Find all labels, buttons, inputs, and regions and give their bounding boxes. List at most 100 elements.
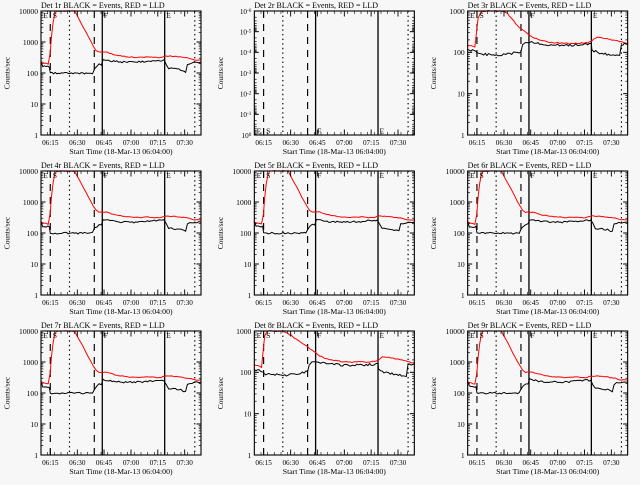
svg-text:06:30: 06:30 [282,459,299,467]
svg-text:07:30: 07:30 [390,299,407,307]
svg-text:E: E [380,127,385,136]
svg-text:10: 10 [244,409,252,418]
svg-text:07:15: 07:15 [150,299,167,307]
svg-text:07:30: 07:30 [176,299,193,307]
svg-text:06:30: 06:30 [282,139,299,147]
svg-text:07:15: 07:15 [150,459,167,467]
svg-text:10: 10 [457,260,465,269]
svg-text:10000: 10000 [19,327,38,336]
svg-text:06:45: 06:45 [523,459,540,467]
svg-text:F: F [317,331,321,340]
svg-text:07:15: 07:15 [576,459,593,467]
svg-text:06:45: 06:45 [523,139,540,147]
svg-text:S: S [479,11,483,20]
svg-text:Counts/sec: Counts/sec [429,56,438,89]
svg-text:06:15: 06:15 [469,459,486,467]
svg-text:F: F [530,331,534,340]
svg-text:1000: 1000 [449,198,464,207]
svg-text:06:45: 06:45 [96,299,113,307]
svg-text:1: 1 [461,451,465,460]
svg-text:S: S [53,11,57,20]
svg-text:06:15: 06:15 [255,139,272,147]
svg-text:E: E [593,331,598,340]
svg-text:F: F [104,171,108,180]
svg-text:100: 100 [453,48,465,57]
svg-text:06:30: 06:30 [496,139,513,147]
svg-text:S: S [266,171,270,180]
svg-text:E: E [470,331,475,340]
svg-text:06:30: 06:30 [69,139,86,147]
svg-text:S: S [266,331,270,340]
svg-text:Counts/sec: Counts/sec [216,56,225,89]
svg-text:S: S [53,171,57,180]
svg-text:E: E [166,11,171,20]
svg-text:06:45: 06:45 [523,299,540,307]
svg-text:100: 100 [240,368,252,377]
svg-text:E: E [166,331,171,340]
svg-text:F: F [317,171,321,180]
svg-text:06:15: 06:15 [42,459,59,467]
svg-text:10: 10 [244,260,252,269]
svg-text:10000: 10000 [232,167,251,176]
svg-text:1: 1 [34,291,38,300]
svg-text:1: 1 [34,451,38,460]
svg-text:07:15: 07:15 [363,139,380,147]
svg-text:F: F [104,11,108,20]
svg-text:Det 9r BLACK = Events, RED = L: Det 9r BLACK = Events, RED = LLD [468,321,592,330]
svg-text:1000: 1000 [236,198,251,207]
svg-text:E: E [593,171,598,180]
svg-text:07:15: 07:15 [576,299,593,307]
svg-text:07:30: 07:30 [603,299,620,307]
svg-text:06:45: 06:45 [309,299,326,307]
svg-text:07:15: 07:15 [150,139,167,147]
svg-text:Det 8r BLACK = Events, RED = L: Det 8r BLACK = Events, RED = LLD [254,321,378,330]
svg-text:06:15: 06:15 [255,299,272,307]
svg-text:F: F [104,331,108,340]
svg-text:Det 6r BLACK = Events, RED = L: Det 6r BLACK = Events, RED = LLD [468,161,592,170]
svg-text:1: 1 [248,451,252,460]
svg-text:F: F [317,127,321,136]
svg-text:S: S [266,127,270,136]
svg-text:F: F [530,171,534,180]
svg-text:07:00: 07:00 [123,299,140,307]
svg-text:06:45: 06:45 [309,459,326,467]
svg-text:E: E [470,171,475,180]
svg-text:07:00: 07:00 [549,139,566,147]
svg-text:1000: 1000 [449,7,464,16]
svg-text:100: 100 [240,229,252,238]
svg-text:1: 1 [248,291,252,300]
svg-text:1: 1 [461,131,465,140]
svg-text:Start Time (18-Mar-13 06:04:00: Start Time (18-Mar-13 06:04:00) [496,307,600,316]
svg-text:1000: 1000 [23,358,38,367]
svg-text:F: F [530,11,534,20]
svg-text:100: 100 [27,69,39,78]
svg-text:06:45: 06:45 [96,139,113,147]
svg-text:Det 3r BLACK = Events, RED = L: Det 3r BLACK = Events, RED = LLD [468,1,592,10]
svg-text:Start Time (18-Mar-13 06:04:00: Start Time (18-Mar-13 06:04:00) [283,307,387,316]
svg-text:07:30: 07:30 [390,139,407,147]
svg-text:E: E [257,127,262,136]
svg-text:1000: 1000 [449,358,464,367]
svg-text:Start Time (18-Mar-13 06:04:00: Start Time (18-Mar-13 06:04:00) [496,467,600,476]
svg-text:Counts/sec: Counts/sec [216,216,225,249]
svg-text:1000: 1000 [23,198,38,207]
svg-text:10: 10 [30,260,38,269]
svg-text:S: S [479,331,483,340]
svg-text:06:30: 06:30 [69,459,86,467]
svg-text:06:30: 06:30 [496,459,513,467]
svg-text:06:15: 06:15 [469,299,486,307]
svg-text:Counts/sec: Counts/sec [3,376,12,409]
svg-text:100: 100 [453,389,465,398]
svg-text:S: S [53,331,57,340]
svg-text:Start Time (18-Mar-13 06:04:00: Start Time (18-Mar-13 06:04:00) [283,147,387,156]
svg-text:07:15: 07:15 [576,139,593,147]
svg-text:07:30: 07:30 [603,139,620,147]
svg-text:10: 10 [457,89,465,98]
svg-text:1: 1 [461,291,465,300]
svg-text:06:15: 06:15 [255,459,272,467]
svg-text:07:15: 07:15 [363,299,380,307]
svg-text:Det 4r BLACK = Events, RED = L: Det 4r BLACK = Events, RED = LLD [41,161,165,170]
svg-text:07:30: 07:30 [603,459,620,467]
svg-text:07:15: 07:15 [363,459,380,467]
svg-text:Counts/sec: Counts/sec [429,216,438,249]
